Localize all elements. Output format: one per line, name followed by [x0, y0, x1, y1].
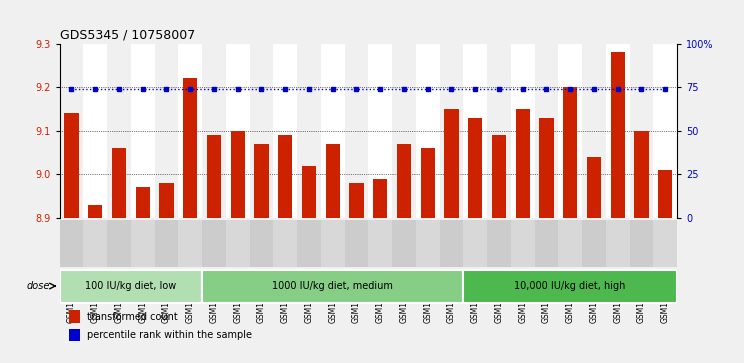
Bar — [159, 183, 173, 218]
Bar — [492, 135, 506, 218]
Bar — [179, 44, 202, 218]
Bar — [202, 220, 225, 267]
Text: 10,000 IU/kg diet, high: 10,000 IU/kg diet, high — [514, 281, 626, 291]
Bar — [183, 78, 197, 218]
Bar — [534, 44, 558, 218]
Bar — [368, 220, 392, 267]
Bar — [321, 220, 344, 267]
Bar — [344, 44, 368, 218]
Bar — [155, 220, 179, 267]
Text: 100 IU/kg diet, low: 100 IU/kg diet, low — [85, 281, 176, 291]
Bar — [131, 220, 155, 267]
Bar — [207, 135, 221, 218]
Bar — [326, 144, 340, 218]
FancyBboxPatch shape — [202, 270, 464, 303]
Bar — [254, 144, 269, 218]
Bar — [468, 118, 482, 218]
Bar — [487, 220, 511, 267]
Bar — [397, 144, 411, 218]
Bar — [635, 131, 649, 218]
Bar — [60, 44, 83, 218]
Bar — [297, 44, 321, 218]
Bar — [107, 44, 131, 218]
Bar — [629, 44, 653, 218]
Bar — [88, 205, 102, 218]
Bar — [516, 109, 530, 218]
Bar — [534, 220, 558, 267]
Bar — [629, 220, 653, 267]
Bar — [278, 135, 292, 218]
Bar — [373, 179, 388, 218]
Bar — [440, 220, 464, 267]
Bar — [420, 148, 434, 218]
Bar — [349, 183, 364, 218]
Bar — [225, 44, 249, 218]
Bar — [60, 220, 83, 267]
Bar — [302, 166, 316, 218]
Bar — [107, 220, 131, 267]
Bar — [587, 157, 601, 218]
Bar — [249, 44, 273, 218]
Bar — [273, 44, 297, 218]
Bar — [611, 52, 625, 218]
Bar — [440, 44, 464, 218]
Bar — [539, 118, 554, 218]
Bar — [582, 220, 606, 267]
Bar — [155, 44, 179, 218]
Bar — [68, 329, 80, 341]
Bar — [582, 44, 606, 218]
Text: 1000 IU/kg diet, medium: 1000 IU/kg diet, medium — [272, 281, 393, 291]
Bar — [558, 44, 582, 218]
Bar — [511, 44, 534, 218]
Bar — [273, 220, 297, 267]
Bar — [231, 131, 245, 218]
Bar — [416, 220, 440, 267]
Bar — [83, 44, 107, 218]
Bar — [464, 220, 487, 267]
Bar — [202, 44, 225, 218]
Bar — [487, 44, 511, 218]
Bar — [131, 44, 155, 218]
Bar — [68, 310, 80, 323]
FancyBboxPatch shape — [464, 270, 677, 303]
Bar — [368, 44, 392, 218]
Bar — [64, 113, 79, 218]
Bar — [464, 44, 487, 218]
Text: dose: dose — [27, 281, 50, 291]
Text: percentile rank within the sample: percentile rank within the sample — [87, 330, 252, 340]
Bar — [225, 220, 249, 267]
Bar — [344, 220, 368, 267]
Bar — [321, 44, 344, 218]
Text: GDS5345 / 10758007: GDS5345 / 10758007 — [60, 28, 195, 41]
Bar — [606, 220, 629, 267]
Bar — [563, 87, 577, 218]
FancyBboxPatch shape — [60, 270, 202, 303]
Bar — [249, 220, 273, 267]
Bar — [558, 220, 582, 267]
Bar — [444, 109, 458, 218]
Bar — [511, 220, 534, 267]
Bar — [653, 44, 677, 218]
Text: transformed count: transformed count — [87, 312, 178, 322]
Bar — [416, 44, 440, 218]
Bar — [297, 220, 321, 267]
Bar — [179, 220, 202, 267]
Bar — [135, 187, 150, 218]
Bar — [83, 220, 107, 267]
Bar — [653, 220, 677, 267]
Bar — [606, 44, 629, 218]
Bar — [392, 220, 416, 267]
Bar — [112, 148, 126, 218]
Bar — [658, 170, 673, 218]
Bar — [392, 44, 416, 218]
